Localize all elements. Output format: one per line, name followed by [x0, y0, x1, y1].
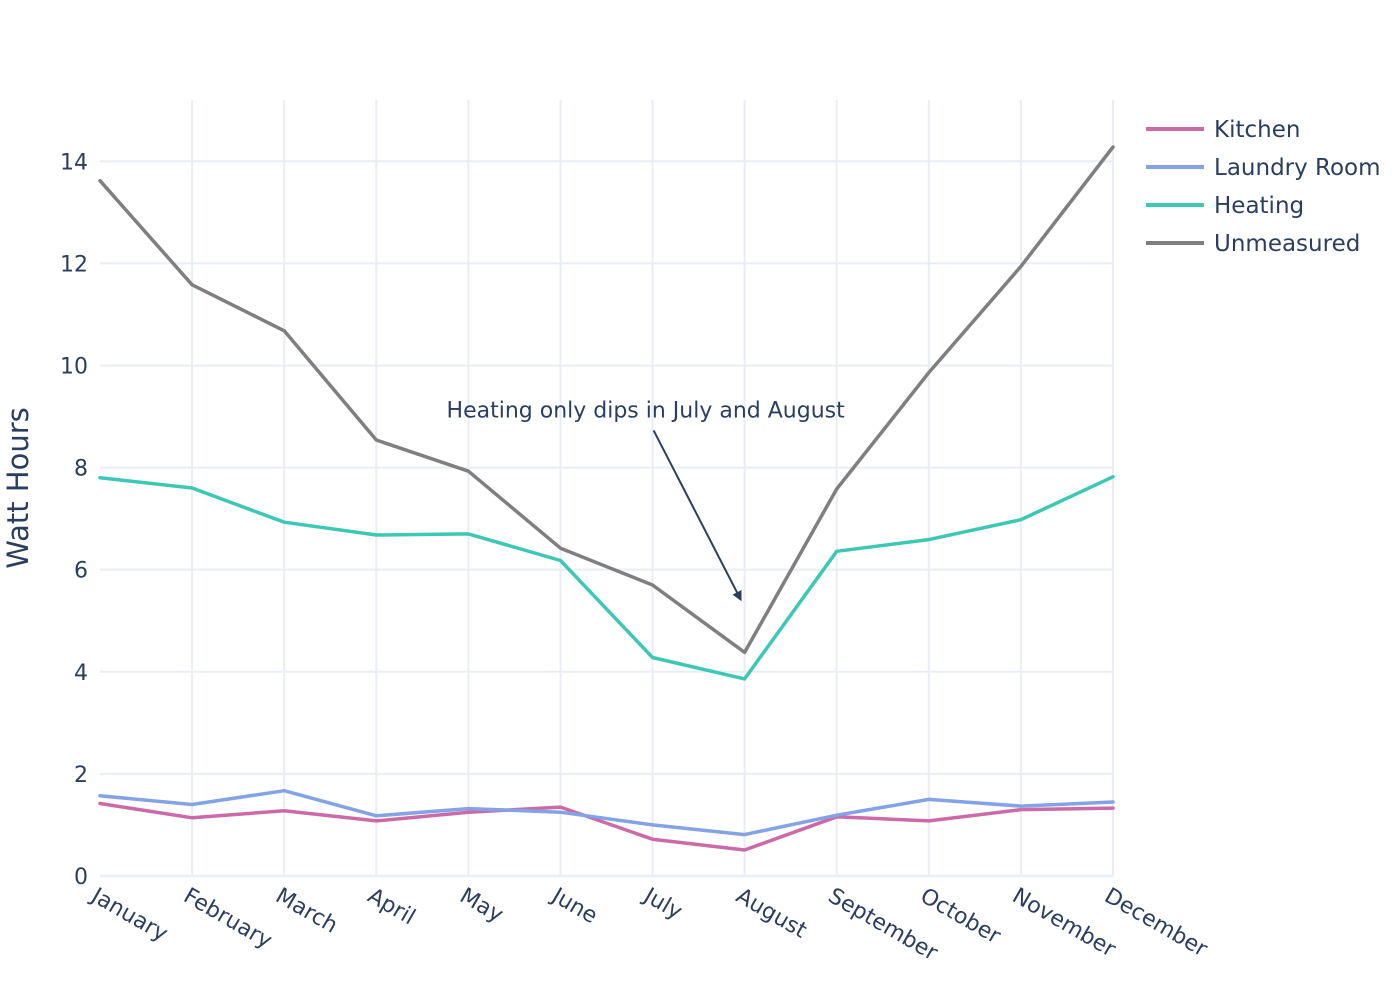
- legend-label: Heating: [1214, 193, 1304, 219]
- legend-label: Kitchen: [1214, 117, 1300, 143]
- legend-label: Unmeasured: [1214, 231, 1360, 257]
- series-lines: [98, 145, 1115, 852]
- x-tick-label: July: [638, 883, 687, 925]
- y-tick-label: 4: [74, 661, 88, 686]
- legend-item-kitchen[interactable]: Kitchen: [1146, 117, 1300, 143]
- x-tick-label: December: [1100, 884, 1212, 963]
- legend-item-laundry-room[interactable]: Laundry Room: [1146, 155, 1381, 181]
- annotation-text: Heating only dips in July and August: [447, 398, 846, 423]
- x-tick-label: June: [546, 883, 602, 930]
- series-line-unmeasured: [98, 145, 1115, 655]
- x-tick-label: November: [1008, 884, 1120, 963]
- gridlines: [100, 100, 1114, 878]
- x-tick-label: August: [732, 884, 811, 944]
- annotation: Heating only dips in July and August: [447, 398, 846, 602]
- legend-item-heating[interactable]: Heating: [1146, 193, 1304, 219]
- y-tick-label: 2: [74, 763, 88, 788]
- x-tick-label: May: [455, 884, 507, 928]
- y-tick-label: 6: [74, 559, 88, 584]
- series-line-heating: [98, 475, 1115, 681]
- x-tick-label: March: [271, 884, 342, 939]
- legend-label: Laundry Room: [1214, 155, 1381, 181]
- annotation-arrow: [652, 429, 742, 602]
- y-tick-label: 8: [74, 457, 88, 482]
- y-axis-title: Watt Hours: [1, 407, 35, 569]
- x-tick-label: April: [363, 884, 419, 931]
- x-tick-label: January: [85, 883, 171, 947]
- x-tick-label: February: [179, 884, 276, 954]
- series-line-laundry-room: [98, 788, 1115, 837]
- legend: Kitchen Laundry Room Heating Unmeasured: [1146, 117, 1381, 257]
- series-line-kitchen: [98, 801, 1115, 852]
- y-tick-label: 14: [60, 150, 88, 175]
- legend-item-unmeasured[interactable]: Unmeasured: [1146, 231, 1360, 257]
- y-tick-label: 10: [60, 354, 88, 379]
- y-tick-label: 0: [74, 865, 88, 890]
- y-tick-label: 12: [60, 252, 88, 277]
